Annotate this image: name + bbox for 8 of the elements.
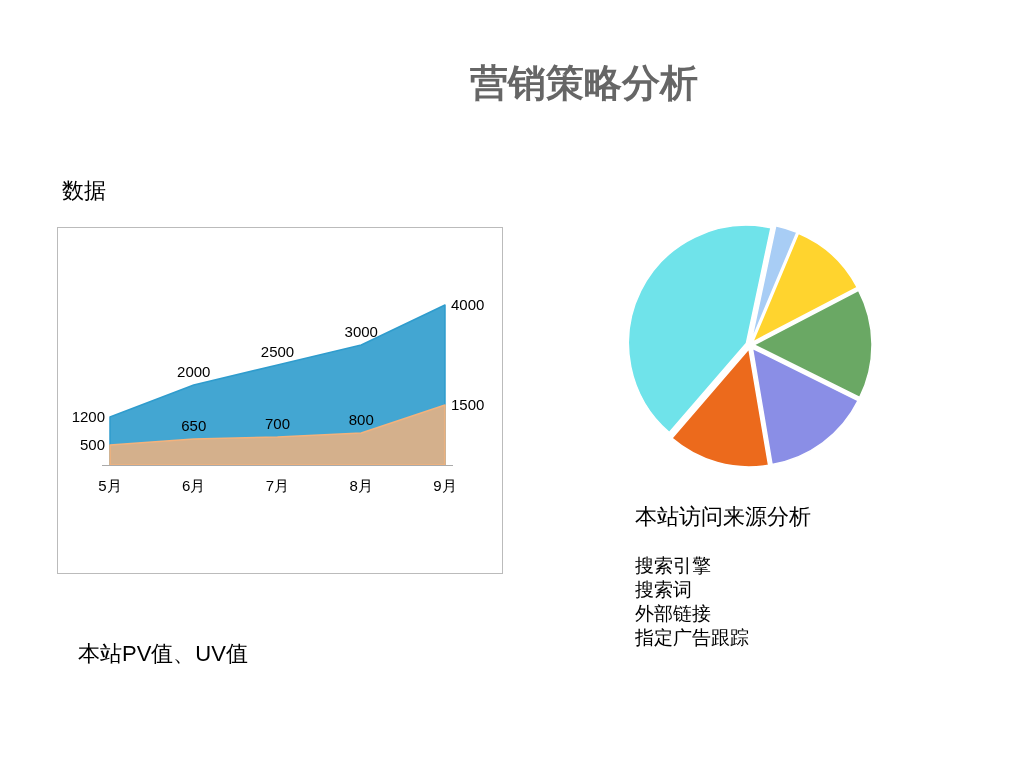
annotation: 指定广告跟踪: [635, 627, 749, 648]
subtitle: 数据: [62, 178, 106, 203]
annotation: 本站PV值、UV值: [78, 641, 248, 666]
annotation: 搜索引擎: [635, 555, 711, 576]
annotation: 外部链接: [635, 603, 711, 624]
annotation: 搜索词: [635, 579, 692, 600]
title: 营销策略分析: [470, 62, 698, 104]
title: 本站访问来源分析: [635, 504, 811, 529]
